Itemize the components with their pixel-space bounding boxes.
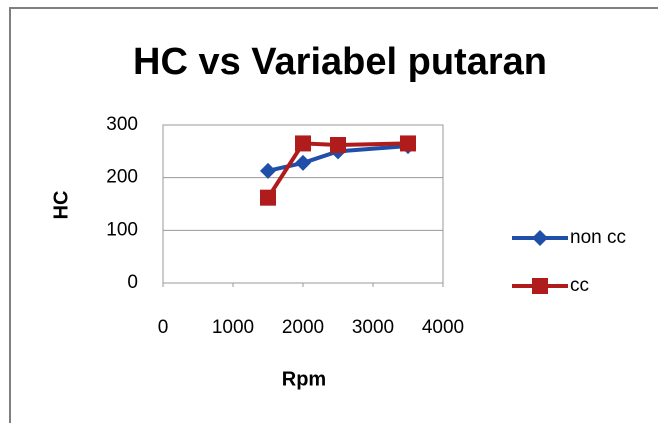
y-tick-label: 200	[106, 167, 138, 188]
marker	[260, 189, 276, 206]
marker	[400, 135, 416, 152]
x-tick-label: 0	[158, 317, 169, 338]
legend-marker	[532, 230, 548, 246]
y-tick-label: 300	[106, 114, 138, 135]
series-line	[266, 141, 409, 199]
marker	[330, 137, 346, 154]
legend-marker	[532, 278, 548, 294]
x-tick-label: 3000	[352, 317, 394, 338]
x-axis-title: Rpm	[282, 368, 326, 390]
legend-label: non cc	[570, 227, 626, 248]
x-tick-label: 4000	[422, 317, 464, 338]
marker	[260, 162, 276, 179]
chart-frame	[9, 7, 658, 423]
chart-title: HC vs Variabel putaran	[133, 41, 547, 83]
marker	[295, 154, 311, 171]
y-axis-title: HC	[50, 191, 72, 220]
y-tick-label: 100	[106, 219, 138, 240]
legend-label: cc	[570, 275, 589, 296]
x-tick-label: 1000	[212, 317, 254, 338]
marker	[295, 135, 311, 152]
x-tick-label: 2000	[282, 317, 324, 338]
y-tick-label: 0	[127, 272, 138, 293]
